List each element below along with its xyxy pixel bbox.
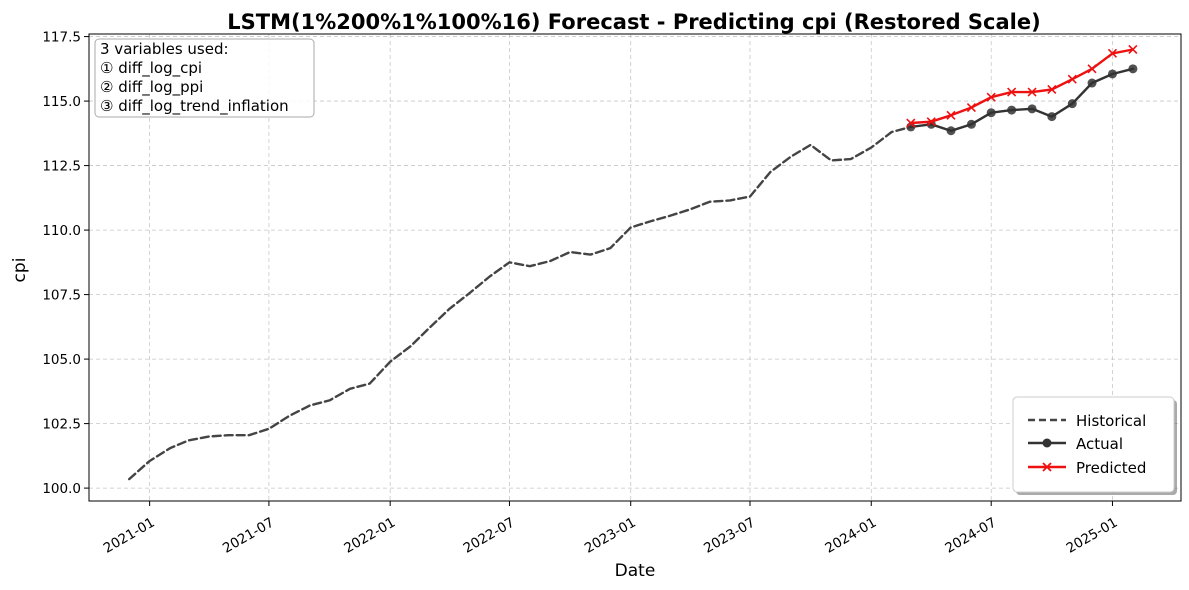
predicted-point: [1128, 44, 1138, 55]
x-tick-label: 2023-01: [582, 515, 639, 557]
predicted-point: [926, 117, 936, 127]
predicted-point: [1107, 48, 1118, 58]
y-tick-label: 112.5: [42, 159, 81, 175]
predicted-point: [1007, 87, 1017, 97]
x-tick-label: 2024-07: [942, 515, 999, 557]
x-tick-label: 2022-07: [461, 515, 518, 557]
predicted-point: [1087, 64, 1097, 74]
actual-point: [1067, 99, 1077, 109]
actual-point: [946, 126, 956, 136]
actual-point: [1047, 112, 1057, 122]
series-layer: [127, 44, 1138, 481]
legend-actual-marker: [1042, 438, 1052, 448]
predicted-point: [906, 118, 916, 128]
y-tick-label: 105.0: [42, 352, 81, 368]
y-tick-label: 117.5: [42, 30, 81, 46]
predicted-point: [1047, 84, 1057, 95]
series-line-predicted: [909, 48, 1135, 125]
legend-actual-label: Actual: [1076, 435, 1123, 453]
predicted-point: [986, 92, 996, 102]
actual-point: [1128, 64, 1138, 74]
info-item: ③ diff_log_trend_inflation: [100, 97, 289, 116]
actual-point: [966, 119, 976, 129]
y-tick-label: 100.0: [42, 481, 81, 497]
predicted-point: [966, 102, 976, 113]
x-tick-label: 2024-01: [822, 515, 879, 557]
series-line-actual: [909, 67, 1135, 133]
plot-frame: [88, 33, 1182, 502]
chart-title: LSTM(1%200%1%100%16) Forecast - Predicti…: [227, 10, 1040, 34]
predicted-point: [1027, 87, 1037, 97]
predicted-point: [1067, 74, 1077, 84]
x-tick-label: 2021-07: [220, 515, 277, 557]
x-tick-label: 2022-01: [341, 515, 398, 557]
info-item: ② diff_log_ppi: [100, 78, 203, 97]
y-tick-label: 115.0: [42, 94, 81, 110]
actual-point: [1007, 105, 1017, 115]
predicted-point: [946, 110, 956, 120]
y-tick-label: 110.0: [42, 223, 81, 239]
actual-point: [1087, 78, 1097, 88]
actual-point: [1027, 104, 1037, 114]
variables-info-box: 3 variables used: ① diff_log_cpi ② diff_…: [94, 38, 315, 118]
actual-point: [986, 108, 996, 118]
y-tick-label: 107.5: [42, 288, 81, 304]
legend-predicted-marker: [1042, 462, 1052, 472]
legend-predicted-label: Predicted: [1076, 459, 1146, 477]
legend: Historical Actual Predicted: [1012, 396, 1177, 495]
y-tick-label: 102.5: [42, 417, 81, 433]
info-item: ① diff_log_cpi: [100, 59, 202, 78]
y-axis-label: cpi: [10, 258, 30, 283]
x-tick-label: 2023-07: [701, 515, 758, 557]
actual-point: [1107, 69, 1117, 79]
x-tick-label: 2025-01: [1064, 515, 1121, 557]
info-heading: 3 variables used:: [100, 40, 229, 58]
series-line-historical: [127, 125, 912, 481]
x-axis-label: Date: [615, 561, 656, 581]
legend-historical-label: Historical: [1076, 412, 1146, 430]
x-tick-label: 2021-01: [101, 515, 158, 557]
